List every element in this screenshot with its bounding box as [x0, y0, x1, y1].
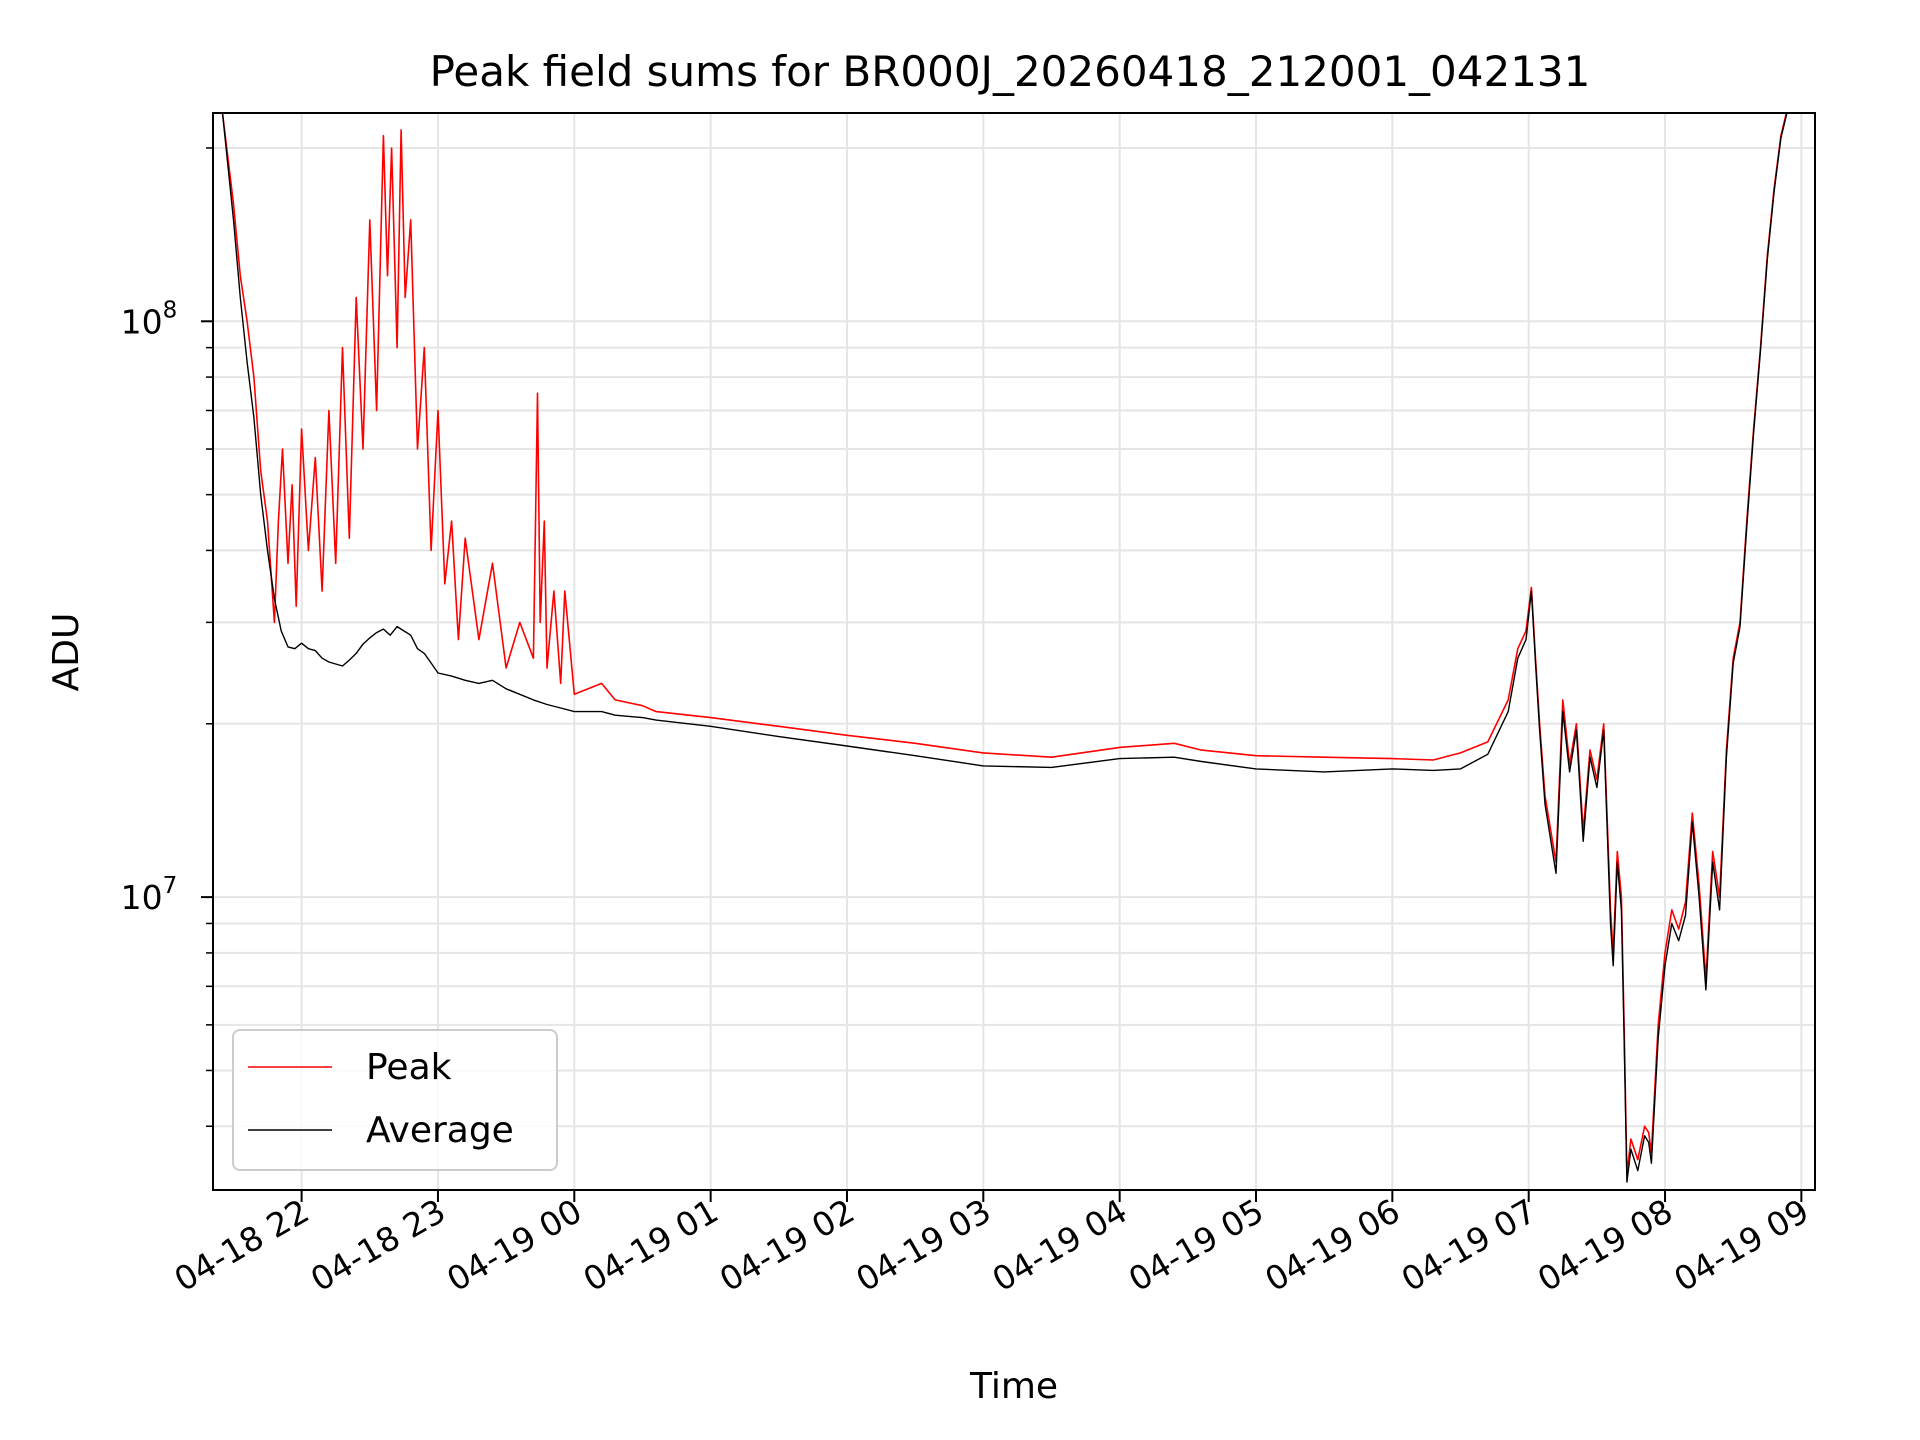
series-line-peak — [221, 113, 1788, 1176]
legend: Peak Average — [232, 1029, 558, 1171]
x-axis-label: Time — [969, 1366, 1058, 1407]
legend-peak-label: Peak — [366, 1047, 452, 1088]
y-tick-label-base: 10 — [121, 302, 163, 341]
plot-frame — [212, 112, 1816, 1191]
series-layer — [221, 113, 1788, 1183]
legend-average-label: Average — [366, 1110, 514, 1151]
y-axis-label: ADU — [46, 613, 87, 692]
y-tick-label: 107 — [121, 873, 178, 917]
y-tick-label-exponent: 7 — [163, 873, 178, 899]
y-tick-label: 108 — [121, 297, 178, 341]
y-tick-label-exponent: 8 — [163, 297, 178, 323]
y-tick-label-base: 10 — [121, 878, 163, 917]
grid-lines — [213, 113, 1815, 1190]
legend-box — [232, 1029, 558, 1171]
chart-title: Peak field sums for BR000J_20260418_2120… — [430, 47, 1591, 96]
series-line-average — [221, 113, 1788, 1183]
